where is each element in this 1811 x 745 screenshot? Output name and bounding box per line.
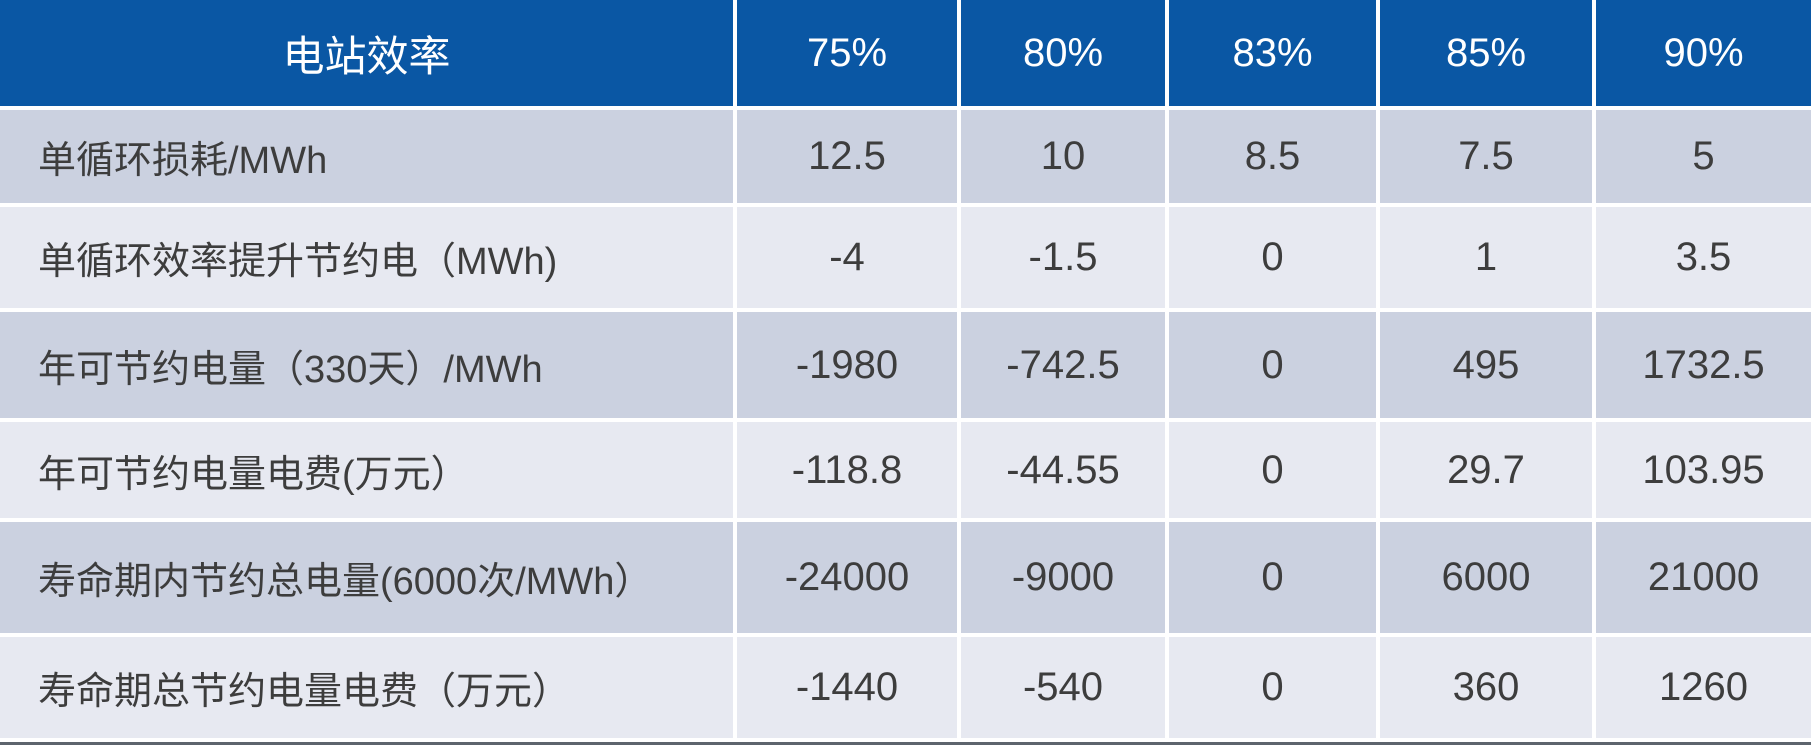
table-row: 年可节约电量电费(万元） -118.8 -44.55 0 29.7 103.95	[0, 422, 1811, 518]
value-cell: -9000	[961, 522, 1165, 633]
value-cell: 0	[1169, 422, 1376, 518]
table-row: 年可节约电量（330天）/MWh -1980 -742.5 0 495 1732…	[0, 312, 1811, 418]
value-cell: -1.5	[961, 207, 1165, 308]
row-label-cell: 单循环损耗/MWh	[0, 110, 733, 203]
header-cell-85pct: 85%	[1380, 0, 1592, 106]
value-cell: -44.55	[961, 422, 1165, 518]
table-row: 单循环效率提升节约电（MWh) -4 -1.5 0 1 3.5	[0, 207, 1811, 308]
table-row: 寿命期内节约总电量(6000次/MWh） -24000 -9000 0 6000…	[0, 522, 1811, 633]
header-cell-83pct: 83%	[1169, 0, 1376, 106]
value-cell: 7.5	[1380, 110, 1592, 203]
value-cell: 5	[1596, 110, 1811, 203]
value-cell: -742.5	[961, 312, 1165, 418]
value-cell: -24000	[737, 522, 957, 633]
table-header-row: 电站效率 75% 80% 83% 85% 90%	[0, 0, 1811, 106]
table-row: 寿命期总节约电量电费（万元） -1440 -540 0 360 1260	[0, 637, 1811, 738]
value-cell: 12.5	[737, 110, 957, 203]
row-label-cell: 寿命期总节约电量电费（万元）	[0, 637, 733, 738]
value-cell: 1260	[1596, 637, 1811, 738]
value-cell: -1980	[737, 312, 957, 418]
value-cell: 0	[1169, 312, 1376, 418]
table-title-cell: 电站效率	[0, 0, 733, 106]
slide-footer-bar	[0, 742, 1811, 745]
header-cell-80pct: 80%	[961, 0, 1165, 106]
value-cell: 103.95	[1596, 422, 1811, 518]
value-cell: 360	[1380, 637, 1592, 738]
value-cell: 0	[1169, 522, 1376, 633]
value-cell: -4	[737, 207, 957, 308]
value-cell: 29.7	[1380, 422, 1592, 518]
value-cell: -118.8	[737, 422, 957, 518]
value-cell: 8.5	[1169, 110, 1376, 203]
value-cell: -1440	[737, 637, 957, 738]
row-label-cell: 年可节约电量电费(万元）	[0, 422, 733, 518]
value-cell: 0	[1169, 637, 1376, 738]
value-cell: 10	[961, 110, 1165, 203]
value-cell: 6000	[1380, 522, 1592, 633]
value-cell: 1	[1380, 207, 1592, 308]
header-cell-75pct: 75%	[737, 0, 957, 106]
value-cell: -540	[961, 637, 1165, 738]
value-cell: 495	[1380, 312, 1592, 418]
value-cell: 3.5	[1596, 207, 1811, 308]
table-row: 单循环损耗/MWh 12.5 10 8.5 7.5 5	[0, 110, 1811, 203]
value-cell: 0	[1169, 207, 1376, 308]
header-cell-90pct: 90%	[1596, 0, 1811, 106]
row-label-cell: 单循环效率提升节约电（MWh)	[0, 207, 733, 308]
value-cell: 1732.5	[1596, 312, 1811, 418]
row-label-cell: 年可节约电量（330天）/MWh	[0, 312, 733, 418]
value-cell: 21000	[1596, 522, 1811, 633]
row-label-cell: 寿命期内节约总电量(6000次/MWh）	[0, 522, 733, 633]
